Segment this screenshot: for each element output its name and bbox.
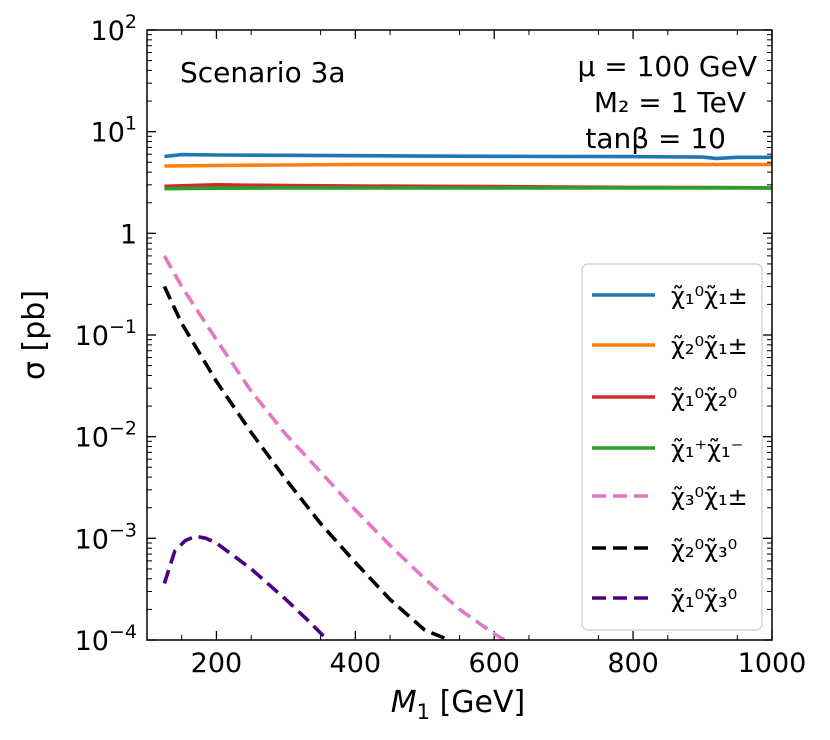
legend-box <box>581 263 763 631</box>
y-tick-label: 1 <box>120 219 137 250</box>
y-axis-label: σ [pb] <box>17 290 52 380</box>
series-line-1 <box>164 152 772 161</box>
legend-label-1: χ̃₁⁰χ̃₁± <box>671 282 748 310</box>
m2-annotation: M₂ = 1 TeV <box>594 86 746 119</box>
series-line-7 <box>162 534 329 640</box>
legend-label-6: χ̃₂⁰χ̃₃⁰ <box>671 535 737 563</box>
y-tick-label: 101 <box>91 113 137 149</box>
series-line-2 <box>164 162 772 168</box>
x-axis-label: M1 [GeV] <box>391 685 525 724</box>
legend-label-7: χ̃₁⁰χ̃₃⁰ <box>671 585 737 613</box>
x-tick-label: 600 <box>468 648 520 679</box>
series-line-6 <box>162 285 450 640</box>
scenario-label: Scenario 3a <box>180 56 346 89</box>
mu-annotation: μ = 100 GeV <box>578 50 758 83</box>
x-tick-label: 800 <box>607 648 659 679</box>
x-tick-label: 400 <box>330 648 382 679</box>
axis-ticks: 200 400 600 800 1000 102 101 1 10−1 10−2 10−3 10−4 <box>75 11 807 679</box>
x-tick-label: 1000 <box>738 648 807 679</box>
legend-label-3: χ̃₁⁰χ̃₂⁰ <box>671 384 737 412</box>
legend: χ̃₁⁰χ̃₁± χ̃₂⁰χ̃₁± χ̃₁⁰χ̃₂⁰ χ̃₁⁺χ̃₁⁻ χ̃₃⁰χ̃₁±… <box>581 263 763 631</box>
y-tick-label: 10−1 <box>75 316 137 352</box>
y-tick-label: 10−3 <box>75 519 137 555</box>
y-tick-label: 102 <box>91 11 137 47</box>
series-lines <box>162 152 772 640</box>
tanbeta-annotation: tanβ = 10 <box>585 122 726 155</box>
legend-label-4: χ̃₁⁺χ̃₁⁻ <box>671 435 743 463</box>
series-line-5 <box>162 255 506 640</box>
plot-frame <box>146 29 773 641</box>
series-line-4 <box>164 186 772 191</box>
y-tick-label: 10−2 <box>75 418 137 454</box>
x-tick-label: 200 <box>191 648 243 679</box>
y-tick-label: 10−4 <box>75 621 137 657</box>
legend-label-2: χ̃₂⁰χ̃₁± <box>671 332 748 360</box>
legend-label-5: χ̃₃⁰χ̃₁± <box>671 483 748 511</box>
